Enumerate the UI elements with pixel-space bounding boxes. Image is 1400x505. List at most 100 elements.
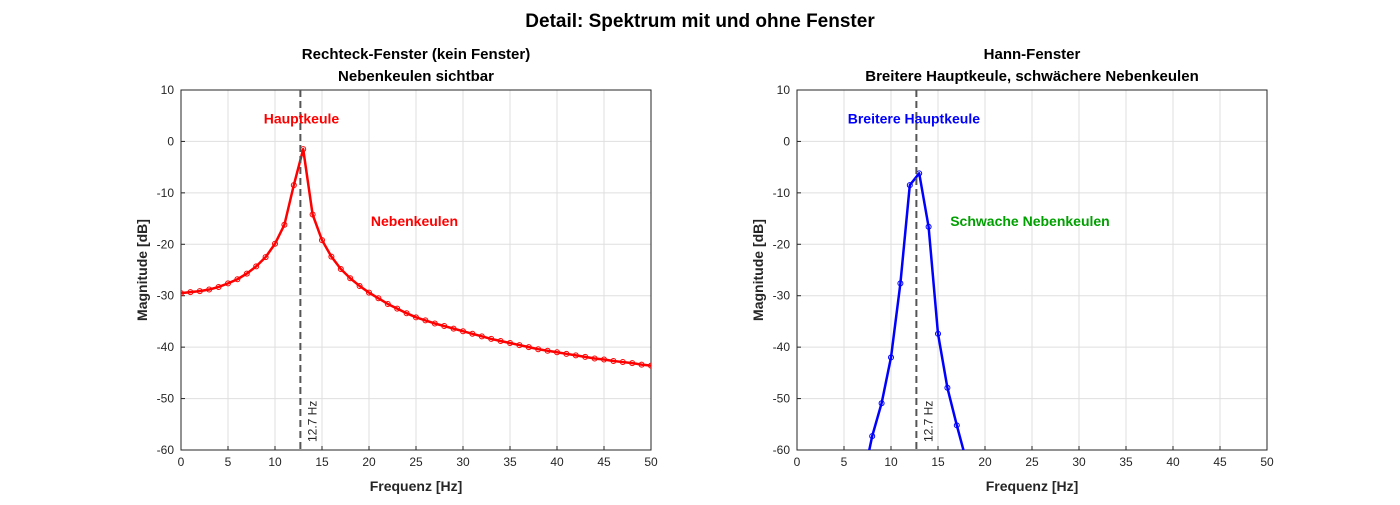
subplot-title-line2: Breitere Hauptkeule, schwächere Nebenkeu… — [865, 68, 1198, 85]
data-point — [243, 270, 250, 277]
x-tick-label: 0 — [794, 455, 801, 469]
y-tick-label: -60 — [157, 443, 175, 457]
data-point — [375, 295, 382, 302]
x-tick-label: 35 — [503, 455, 517, 469]
data-point — [441, 323, 448, 330]
x-tick-label: 25 — [409, 455, 423, 469]
x-tick-label: 30 — [1072, 455, 1086, 469]
x-tick-label: 50 — [1260, 455, 1274, 469]
data-point — [582, 353, 589, 360]
data-point — [262, 254, 269, 261]
x-tick-label: 50 — [644, 455, 658, 469]
subplot-title-line1: Hann-Fenster — [984, 46, 1081, 63]
data-point — [878, 400, 885, 407]
data-point — [272, 240, 278, 247]
x-tick-label: 25 — [1025, 455, 1039, 469]
y-tick-label: -50 — [773, 392, 791, 406]
data-point — [384, 300, 391, 307]
y-tick-label: -10 — [773, 186, 791, 200]
data-point — [422, 317, 429, 324]
data-point — [469, 330, 476, 337]
x-tick-label: 30 — [456, 455, 470, 469]
y-tick-label: -60 — [773, 443, 791, 457]
x-tick-label: 15 — [315, 455, 329, 469]
x-tick-label: 45 — [597, 455, 611, 469]
data-point — [554, 349, 560, 356]
series-line — [181, 147, 651, 367]
data-point — [610, 358, 617, 365]
data-point — [347, 275, 354, 282]
x-axis-label: Frequenz [Hz] — [986, 478, 1079, 494]
peak-frequency-label: 12.7 Hz — [305, 401, 319, 442]
data-point — [290, 182, 297, 189]
data-point — [591, 355, 598, 362]
y-tick-label: 0 — [783, 134, 790, 148]
x-tick-label: 45 — [1213, 455, 1227, 469]
data-point — [450, 325, 457, 332]
y-axis-label: Magnitude [dB] — [750, 219, 766, 321]
data-point — [328, 253, 335, 260]
x-tick-label: 0 — [178, 455, 185, 469]
subplot-title-line1: Rechteck-Fenster (kein Fenster) — [302, 46, 530, 63]
y-tick-label: 10 — [777, 83, 791, 97]
y-tick-label: -30 — [773, 289, 791, 303]
y-tick-label: -30 — [157, 289, 175, 303]
data-point — [403, 310, 410, 317]
data-point — [181, 290, 184, 297]
data-point — [897, 280, 904, 287]
data-point — [906, 182, 913, 189]
data-point — [964, 458, 969, 463]
data-point — [394, 305, 401, 312]
data-point — [413, 314, 419, 321]
annotation-text: Schwache Nebenkeulen — [950, 213, 1110, 229]
data-point — [535, 346, 542, 353]
y-tick-label: -50 — [157, 392, 175, 406]
data-point — [525, 344, 532, 351]
data-point — [215, 283, 222, 290]
y-tick-label: -40 — [157, 340, 175, 354]
data-point — [281, 221, 288, 228]
data-point — [648, 362, 651, 369]
annotation-text: Breitere Hauptkeule — [848, 110, 980, 126]
data-point — [888, 354, 894, 361]
data-point — [944, 384, 951, 391]
data-point — [253, 263, 260, 270]
subplot-title-line2: Nebenkeulen sichtbar — [338, 68, 494, 85]
x-tick-label: 20 — [362, 455, 376, 469]
series-line — [868, 172, 965, 450]
y-tick-label: -20 — [773, 237, 791, 251]
x-tick-label: 40 — [550, 455, 564, 469]
x-tick-label: 10 — [884, 455, 898, 469]
subplot-2: 0 5 10 15 20 25 30 35 40 45 50 -60 -50 -40 -30 -20 -10 0 1… — [750, 46, 1274, 494]
annotation-text: Hauptkeule — [264, 110, 340, 126]
data-point — [196, 288, 203, 295]
data-point — [319, 237, 325, 244]
data-point — [431, 320, 438, 327]
data-point — [478, 333, 485, 340]
subplot-1: 0 5 10 15 20 25 30 35 40 45 50 -60 -50 -40 -30 -20 -10 0 1… — [134, 46, 658, 494]
x-tick-label: 20 — [978, 455, 992, 469]
data-point — [563, 350, 570, 357]
x-tick-label: 10 — [268, 455, 282, 469]
y-tick-label: -20 — [157, 237, 175, 251]
data-point — [225, 280, 231, 287]
x-axis-label: Frequenz [Hz] — [370, 478, 463, 494]
x-tick-label: 35 — [1119, 455, 1133, 469]
data-point — [497, 337, 504, 344]
figure-title: Detail: Spektrum mit und ohne Fenster — [525, 11, 875, 32]
data-point — [488, 335, 495, 342]
data-point — [953, 422, 960, 429]
data-point — [619, 359, 626, 366]
data-point — [601, 356, 607, 363]
data-point — [860, 478, 865, 483]
data-point — [629, 360, 636, 367]
y-tick-label: -10 — [157, 186, 175, 200]
data-point — [516, 342, 523, 349]
data-point — [925, 223, 932, 230]
data-point — [366, 289, 372, 296]
data-point — [507, 340, 513, 347]
x-tick-label: 40 — [1166, 455, 1180, 469]
y-axis-label: Magnitude [dB] — [134, 219, 150, 321]
data-point — [206, 286, 213, 293]
